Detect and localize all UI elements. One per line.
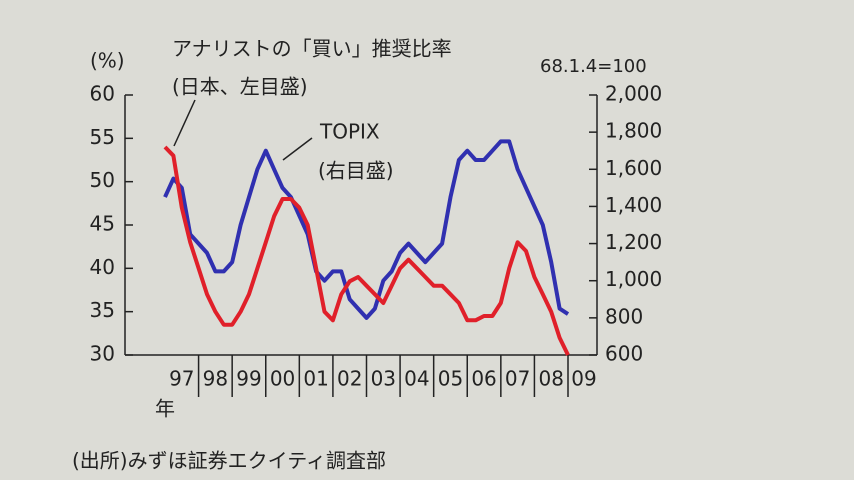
- y-tick-label: 35: [90, 298, 115, 322]
- x-tick-label: 06: [471, 367, 496, 391]
- y2-tick-label: 600: [605, 342, 643, 366]
- series-line: [163, 139, 570, 320]
- base-note: 68.1.4=100: [540, 56, 647, 77]
- y2-tick-label: 1,800: [605, 119, 662, 143]
- x-tick-label: 00: [270, 367, 295, 391]
- x-tick-label: 07: [505, 367, 530, 391]
- x-unit: 年: [155, 397, 175, 421]
- x-tick-label: 05: [438, 367, 463, 391]
- y2-tick-label: 1,200: [605, 230, 662, 254]
- x-tick-label: 01: [303, 367, 328, 391]
- series-line: [163, 145, 570, 356]
- red-label: アナリストの「買い」推奨比率: [172, 37, 452, 61]
- red-sub: (日本、左目盛): [172, 75, 308, 99]
- y2-tick-label: 2,000: [605, 82, 662, 106]
- x-tick-label: 98: [203, 367, 228, 391]
- x-tick-label: 09: [571, 367, 596, 391]
- x-tick-label: 97: [169, 367, 194, 391]
- pointer: [282, 137, 313, 161]
- y-tick-label: 60: [90, 82, 115, 106]
- y2-tick-label: 800: [605, 304, 643, 328]
- left-unit: (%): [90, 49, 125, 73]
- x-tick-label: 04: [404, 367, 429, 391]
- pointer: [173, 99, 196, 147]
- x-tick-label: 02: [337, 367, 362, 391]
- blue-sub: (右目盛): [318, 159, 394, 183]
- x-tick-label: 08: [538, 367, 563, 391]
- y-tick-label: 30: [90, 342, 115, 366]
- y-tick-label: 50: [90, 168, 115, 192]
- y-tick-label: 55: [90, 125, 115, 149]
- y2-tick-label: 1,000: [605, 267, 662, 291]
- source: (出所)みずほ証券エクイティ調査部: [72, 449, 386, 473]
- y2-tick-label: 1,600: [605, 156, 662, 180]
- y2-tick-label: 1,400: [605, 193, 662, 217]
- y-tick-label: 45: [90, 212, 115, 236]
- x-tick-label: 99: [236, 367, 261, 391]
- blue-label: TOPIX: [319, 120, 380, 144]
- x-tick-label: 03: [371, 367, 396, 391]
- y-tick-label: 40: [90, 255, 115, 279]
